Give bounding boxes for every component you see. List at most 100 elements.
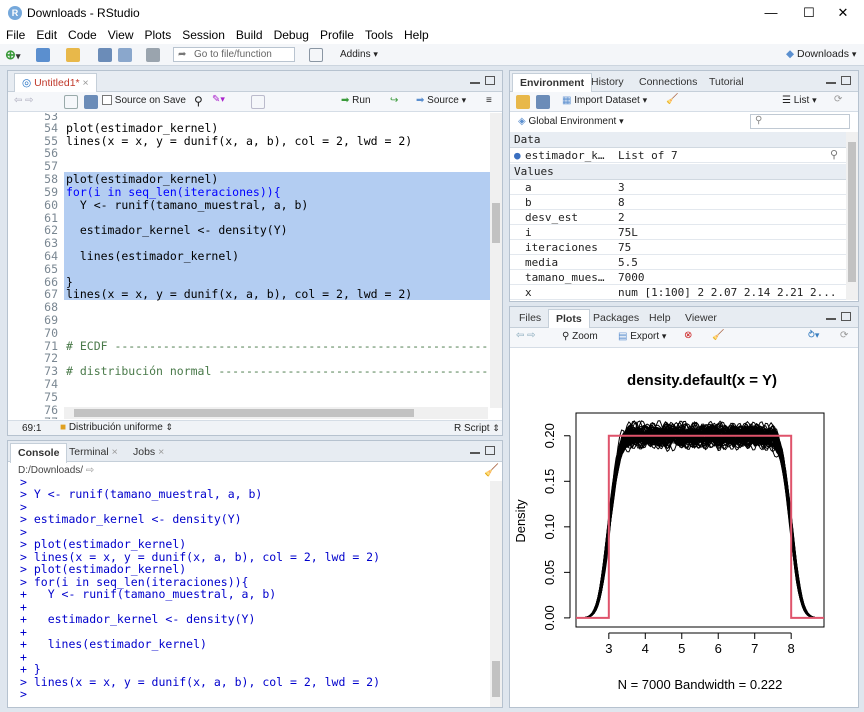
import-dataset-button[interactable]: ▦ Import Dataset ▾ <box>562 95 648 106</box>
menu-file[interactable]: File <box>6 28 26 42</box>
tab-files[interactable]: Files <box>519 312 542 324</box>
menu-build[interactable]: Build <box>235 28 263 42</box>
tab-plots[interactable]: Plots <box>548 309 590 329</box>
goto-file-input[interactable]: Go to file/function <box>173 47 295 62</box>
tab-console[interactable]: Console <box>10 443 68 463</box>
refresh-icon[interactable]: ⟳ <box>834 94 843 105</box>
menu-profile[interactable]: Profile <box>319 28 354 42</box>
menu-plots[interactable]: Plots <box>144 28 172 42</box>
menu-edit[interactable]: Edit <box>36 28 58 42</box>
menu-help[interactable]: Help <box>404 28 429 42</box>
print-icon[interactable] <box>146 48 160 62</box>
new-file-icon[interactable]: ⊕▾ <box>5 47 21 62</box>
env-row-data[interactable]: ● estimador_k… List of 7 ⚲ <box>510 148 846 163</box>
new-project-icon[interactable] <box>36 48 50 62</box>
project-menu[interactable]: ◆ Downloads ▾ <box>786 48 857 60</box>
minimize-pane-icon[interactable] <box>470 446 480 454</box>
search-icon[interactable]: ⚲ <box>194 94 203 108</box>
line-number: 53 <box>44 113 58 123</box>
maximize-pane-icon[interactable] <box>841 76 851 85</box>
tab-tutorial[interactable]: Tutorial <box>709 76 744 88</box>
document-outline-icon[interactable] <box>251 95 265 109</box>
editor-hscroll-thumb[interactable] <box>74 409 414 417</box>
rerun-icon[interactable]: ↪ <box>390 95 399 106</box>
env-scroll-thumb[interactable] <box>848 142 856 282</box>
tab-help[interactable]: Help <box>649 312 671 324</box>
save-icon[interactable] <box>98 48 112 62</box>
tab-untitled1[interactable]: ◎ Untitled1* × <box>14 73 97 93</box>
tab-history[interactable]: History <box>591 76 624 88</box>
maximize-button[interactable]: ☐ <box>803 5 815 20</box>
x-axis: 3 4 5 6 7 8 <box>605 632 795 656</box>
console-prompt[interactable]: > <box>20 687 27 701</box>
export-button[interactable]: ▤ Export ▾ <box>618 331 667 342</box>
close-tab-icon[interactable]: × <box>82 77 89 89</box>
addins-menu[interactable]: Addins ▾ <box>340 49 378 60</box>
tab-viewer[interactable]: Viewer <box>685 312 717 324</box>
menu-debug[interactable]: Debug <box>273 28 309 42</box>
code-editor[interactable]: 53 54 plot(estimador_kernel) 55 lines(x … <box>8 113 490 419</box>
save-workspace-icon[interactable] <box>536 95 550 109</box>
publish-icon[interactable]: ⥁▾ <box>808 330 820 341</box>
clear-console-icon[interactable]: 🧹 <box>484 463 499 477</box>
back-forward-icon[interactable]: ⇦ ⇨ <box>14 95 34 106</box>
show-in-window-icon[interactable] <box>64 95 78 109</box>
console-scroll-thumb[interactable] <box>492 661 500 697</box>
minimize-pane-icon[interactable] <box>826 312 836 320</box>
tab-connections[interactable]: Connections <box>639 76 698 88</box>
section-menu[interactable]: ■ Distribución uniforme ⇕ <box>60 422 174 433</box>
global-env-menu[interactable]: ◈ Global Environment ▾ <box>518 116 624 127</box>
view-data-icon[interactable]: ⚲ <box>830 148 839 161</box>
maximize-pane-icon[interactable] <box>841 312 851 321</box>
env-search-input[interactable]: ⚲ <box>750 114 850 129</box>
tab-packages[interactable]: Packages <box>593 312 640 324</box>
save-all-icon[interactable] <box>118 48 132 62</box>
density-curve <box>577 423 823 619</box>
go-to-dir-icon[interactable]: ⇨ <box>85 465 95 476</box>
close-button[interactable]: ✕ <box>837 5 849 20</box>
refresh-plot-icon[interactable]: ⟳ <box>840 330 849 341</box>
menu-tools[interactable]: Tools <box>364 28 393 42</box>
load-workspace-icon[interactable] <box>516 95 530 109</box>
maximize-pane-icon[interactable] <box>485 446 495 455</box>
clear-plots-icon[interactable]: 🧹 <box>712 330 725 341</box>
code-line: lines(estimador_kernel) <box>66 249 240 263</box>
line-number: 68 <box>44 300 58 314</box>
tab-terminal[interactable]: Terminal × <box>69 446 118 458</box>
tab-environment[interactable]: Environment <box>512 73 593 93</box>
density-curve <box>577 421 823 619</box>
outline-icon[interactable]: ≡ <box>486 95 492 106</box>
console-output[interactable]: > > Y <- runif(tamano_muestral, a, b) > … <box>20 479 381 701</box>
run-button[interactable]: ➡ Run <box>341 95 371 106</box>
editor-scroll-thumb[interactable] <box>492 203 500 243</box>
console-line: + lines(estimador_kernel) <box>20 637 207 651</box>
minimize-pane-icon[interactable] <box>470 76 480 84</box>
prev-next-plot-icon[interactable]: ⇦ ⇨ <box>516 330 536 341</box>
broom-icon[interactable]: 🧹 <box>666 94 679 105</box>
source-on-save-checkbox[interactable]: Source on Save <box>102 95 186 106</box>
expand-icon[interactable]: ● <box>514 149 521 162</box>
plot-title: density.default(x = Y) <box>627 372 777 389</box>
maximize-pane-icon[interactable] <box>485 76 495 85</box>
open-file-icon[interactable] <box>66 48 80 62</box>
minimize-pane-icon[interactable] <box>826 76 836 84</box>
remove-plot-icon[interactable]: ⊗ <box>684 330 693 341</box>
menu-view[interactable]: View <box>107 28 134 42</box>
minimize-button[interactable]: — <box>764 5 778 20</box>
density-curve <box>577 424 823 619</box>
file-type-menu[interactable]: R Script ⇕ <box>454 423 500 434</box>
save-file-icon[interactable] <box>84 95 98 109</box>
console-scrollbar[interactable] <box>490 481 502 707</box>
env-row: iteraciones 75 <box>510 240 846 255</box>
tab-jobs[interactable]: Jobs × <box>133 446 165 458</box>
menu-session[interactable]: Session <box>182 28 225 42</box>
grid-icon[interactable] <box>309 48 323 62</box>
zoom-button[interactable]: ⚲ Zoom <box>562 331 598 342</box>
env-scrollbar[interactable] <box>846 132 858 300</box>
list-view-menu[interactable]: ☰ List ▾ <box>782 95 817 106</box>
editor-scrollbar[interactable] <box>490 113 502 408</box>
magic-wand-icon[interactable]: ✎▾ <box>212 94 225 105</box>
editor-hscrollbar[interactable] <box>64 407 488 419</box>
menu-code[interactable]: Code <box>68 28 97 42</box>
source-button[interactable]: ➡ Source ▾ <box>416 95 467 106</box>
